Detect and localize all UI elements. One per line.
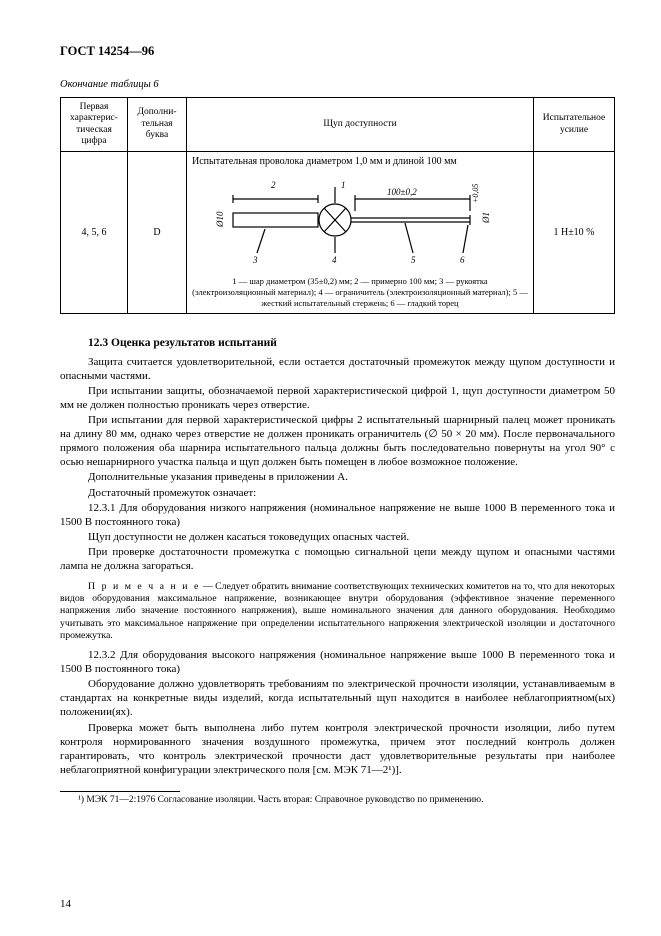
para: Достаточный промежуток означает:: [60, 486, 615, 500]
note-label: П р и м е ч а н и е: [88, 581, 200, 592]
cell-force: 1 Н±10 %: [534, 152, 615, 314]
th-first-digit: Первая характерис-тическая цифра: [61, 97, 128, 152]
probe-diagram: 2 1 100±0,2 +0,05: [192, 173, 528, 273]
callout-1: 1: [341, 180, 346, 190]
dim-rod: Ø1: [481, 212, 491, 224]
para-12-3-2: 12.3.2 Для оборудования высокого напряже…: [60, 648, 615, 676]
callout-6: 6: [460, 255, 465, 265]
section-12-3-title: 12.3 Оценка результатов испытаний: [60, 336, 615, 350]
table-header-row: Первая характерис-тическая цифра Дополни…: [61, 97, 615, 152]
th-probe: Щуп доступности: [187, 97, 534, 152]
para-12-3-1: 12.3.1 Для оборудования низкого напряжен…: [60, 501, 615, 529]
callout-2: 2: [271, 180, 276, 190]
para: При испытании защиты, обозначаемой перво…: [60, 384, 615, 412]
th-force: Испытательное усилие: [534, 97, 615, 152]
probe-table: Первая характерис-тическая цифра Дополни…: [60, 97, 615, 315]
page: ГОСТ 14254—96 Окончание таблицы 6 Первая…: [0, 0, 661, 936]
cell-letter: D: [128, 152, 187, 314]
para: Защита считается удовлетворительной, есл…: [60, 355, 615, 383]
probe-title: Испытательная проволока диаметром 1,0 мм…: [192, 156, 528, 169]
document-code: ГОСТ 14254—96: [60, 44, 615, 60]
table-row: 4, 5, 6 D Испытательная проволока диамет…: [61, 152, 615, 314]
footnote: ¹) МЭК 71—2:1976 Согласование изоляции. …: [60, 795, 615, 807]
cell-probe: Испытательная проволока диаметром 1,0 мм…: [187, 152, 534, 314]
para: Оборудование должно удовлетворять требов…: [60, 677, 615, 719]
dim-handle: Ø10: [215, 211, 225, 228]
cell-digits: 4, 5, 6: [61, 152, 128, 314]
dim-tol: +0,05: [471, 183, 480, 202]
page-number: 14: [60, 898, 71, 912]
para: Щуп доступности не должен касаться токов…: [60, 530, 615, 544]
callout-3: 3: [252, 255, 258, 265]
footnote-rule: [60, 791, 180, 792]
th-extra-letter: Дополни-тельная буква: [128, 97, 187, 152]
probe-legend: 1 — шар диаметром (35±0,2) мм; 2 — приме…: [192, 276, 528, 309]
callout-4: 4: [332, 255, 337, 265]
table-caption: Окончание таблицы 6: [60, 78, 615, 91]
para: При испытании для первой характеристичес…: [60, 413, 615, 469]
para: Дополнительные указания приведены в прил…: [60, 470, 615, 484]
para: При проверке достаточности промежутка с …: [60, 545, 615, 573]
dim-length: 100±0,2: [387, 187, 417, 197]
para: Проверка может быть выполнена либо путем…: [60, 721, 615, 777]
note: П р и м е ч а н и е — Следует обратить в…: [60, 581, 615, 642]
callout-5: 5: [411, 255, 416, 265]
